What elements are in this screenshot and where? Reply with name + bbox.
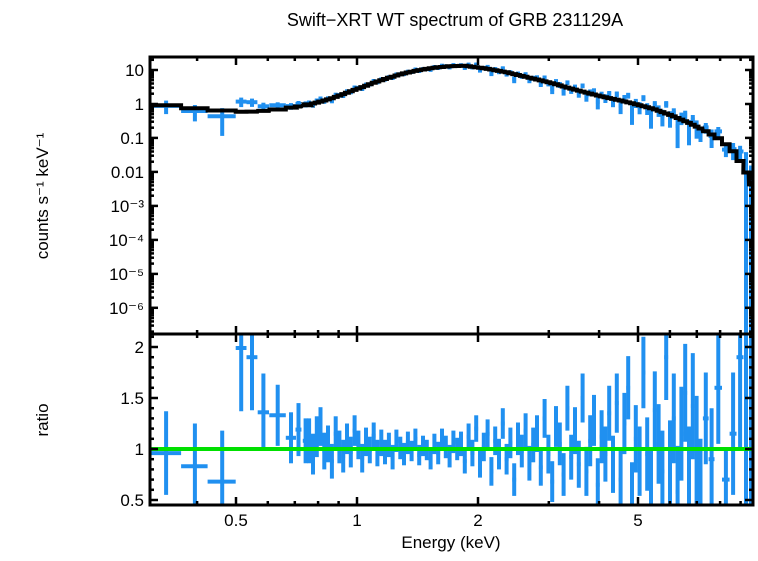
tick-labels: 0.5 1 2 5 10 1 0.1 0.01 10⁻³ 10⁻⁴ 10⁻⁵ 10⁻⁶ 0.5 1 1.5 2 — [109, 61, 643, 530]
ratio-data-points — [150, 334, 753, 505]
y-axis-label-counts: counts s⁻¹ keV⁻¹ — [33, 132, 52, 259]
x-tick-label: 0.5 — [224, 511, 248, 530]
model-curve — [150, 63, 753, 334]
y-tick-label-counts: 10⁻⁴ — [109, 231, 144, 250]
y-tick-label-counts: 10⁻⁵ — [109, 265, 144, 284]
y-tick-label-counts: 10⁻⁶ — [109, 299, 144, 318]
x-tick-label: 1 — [352, 511, 361, 530]
y-tick-label-ratio: 1 — [135, 440, 144, 459]
model-step-line — [150, 63, 753, 334]
y-tick-label-counts: 0.01 — [111, 163, 144, 182]
counts-data-points — [150, 62, 753, 334]
y-tick-label-counts: 10⁻³ — [110, 197, 144, 216]
panel-frames-and-ticks — [148, 55, 755, 507]
x-axis-label: Energy (keV) — [401, 533, 500, 552]
x-tick-label: 2 — [473, 511, 482, 530]
x-tick-label: 5 — [633, 511, 642, 530]
y-tick-label-counts: 1 — [135, 95, 144, 114]
y-tick-label-counts: 10 — [125, 61, 144, 80]
y-axis-label-ratio: ratio — [33, 403, 52, 436]
y-tick-label-ratio: 0.5 — [120, 491, 144, 510]
y-tick-label-counts: 0.1 — [120, 129, 144, 148]
y-tick-label-ratio: 2 — [135, 338, 144, 357]
y-tick-label-ratio: 1.5 — [120, 389, 144, 408]
chart-title: Swift−XRT WT spectrum of GRB 231129A — [287, 10, 623, 30]
